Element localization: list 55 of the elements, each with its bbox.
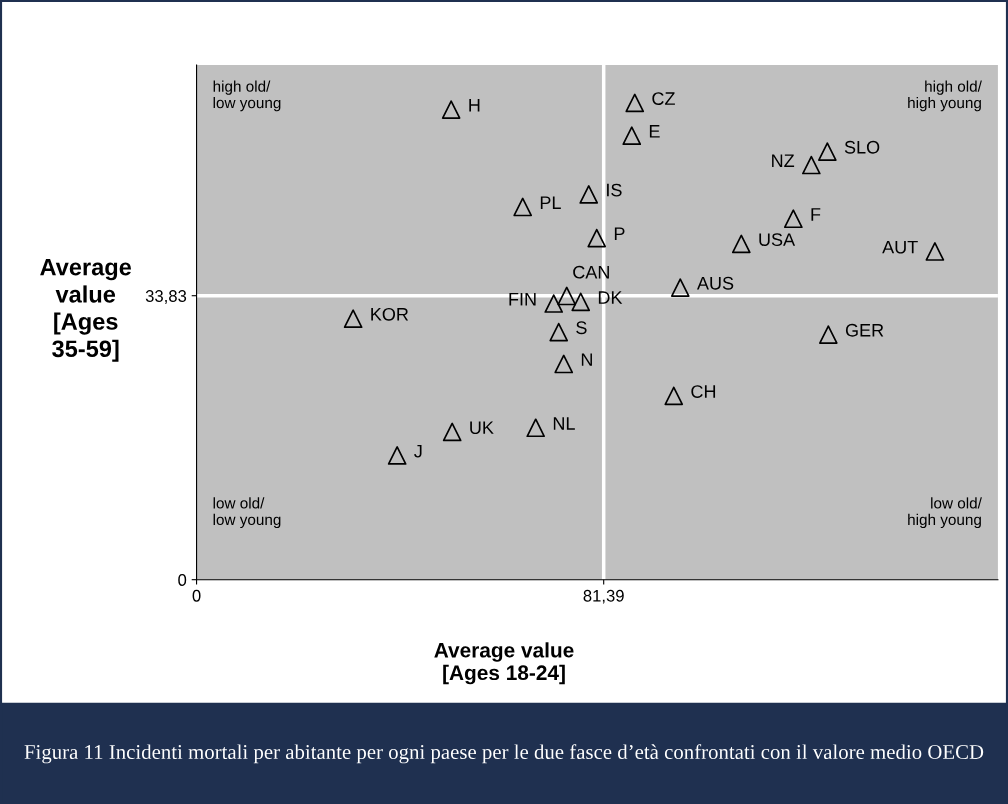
annotation: S (576, 321, 587, 335)
x-tick-label: 81,39 (583, 589, 624, 604)
point (783, 209, 803, 229)
annotation: SLO (844, 140, 880, 154)
point (664, 386, 684, 406)
annotation: USA (759, 233, 796, 246)
point (579, 185, 599, 204)
point (819, 325, 838, 344)
annotation: NZ (772, 154, 795, 167)
point (549, 322, 569, 342)
annotation: FIN (509, 292, 536, 306)
annotation: NL (553, 417, 575, 430)
annotation: low old/ low young (213, 497, 281, 529)
annotation: H (469, 99, 480, 112)
annotation: IS (607, 183, 622, 197)
annotation: AUS (696, 276, 734, 290)
point (670, 278, 690, 297)
point (801, 155, 821, 175)
point (544, 294, 564, 313)
annotation: E (649, 125, 660, 138)
point (526, 418, 546, 438)
annotation: N (581, 353, 592, 366)
annotation: UK (470, 421, 494, 435)
point (557, 286, 577, 306)
annotation: high old/ low young (213, 80, 281, 112)
annotation: F (811, 208, 821, 221)
point (442, 422, 462, 442)
y-axis-title: Average value [Ages 35-59] (40, 258, 132, 362)
x-axis-title: Average value [Ages 18-24] (434, 642, 574, 685)
point (925, 242, 945, 261)
annotation: DK (598, 291, 623, 304)
point (441, 100, 461, 119)
annotation: J (414, 444, 422, 458)
point (625, 93, 645, 113)
annotation: CAN (573, 265, 609, 279)
point (343, 309, 363, 328)
annotation: PL (540, 196, 561, 209)
point (513, 197, 533, 217)
annotation: low old/ high young (908, 497, 982, 529)
annotation: KOR (371, 307, 409, 321)
point (587, 228, 607, 248)
annotation: CZ (652, 92, 675, 105)
annotation: AUT (882, 240, 918, 254)
annotation: CH (691, 385, 716, 398)
annotation: P (614, 227, 625, 240)
point (731, 234, 751, 254)
annotation: GER (845, 323, 884, 337)
point (818, 142, 837, 161)
point (571, 292, 591, 312)
annotation: high old/ high young (908, 80, 982, 112)
y-tick-label: 33,83 (145, 290, 187, 304)
point (622, 126, 642, 145)
text: Figura 11 Incidenti mortali per abitante per ogni paese per le due fasce d’età confrontati con il valore medio OECD (24, 744, 984, 764)
point (387, 446, 407, 465)
point (554, 354, 574, 374)
